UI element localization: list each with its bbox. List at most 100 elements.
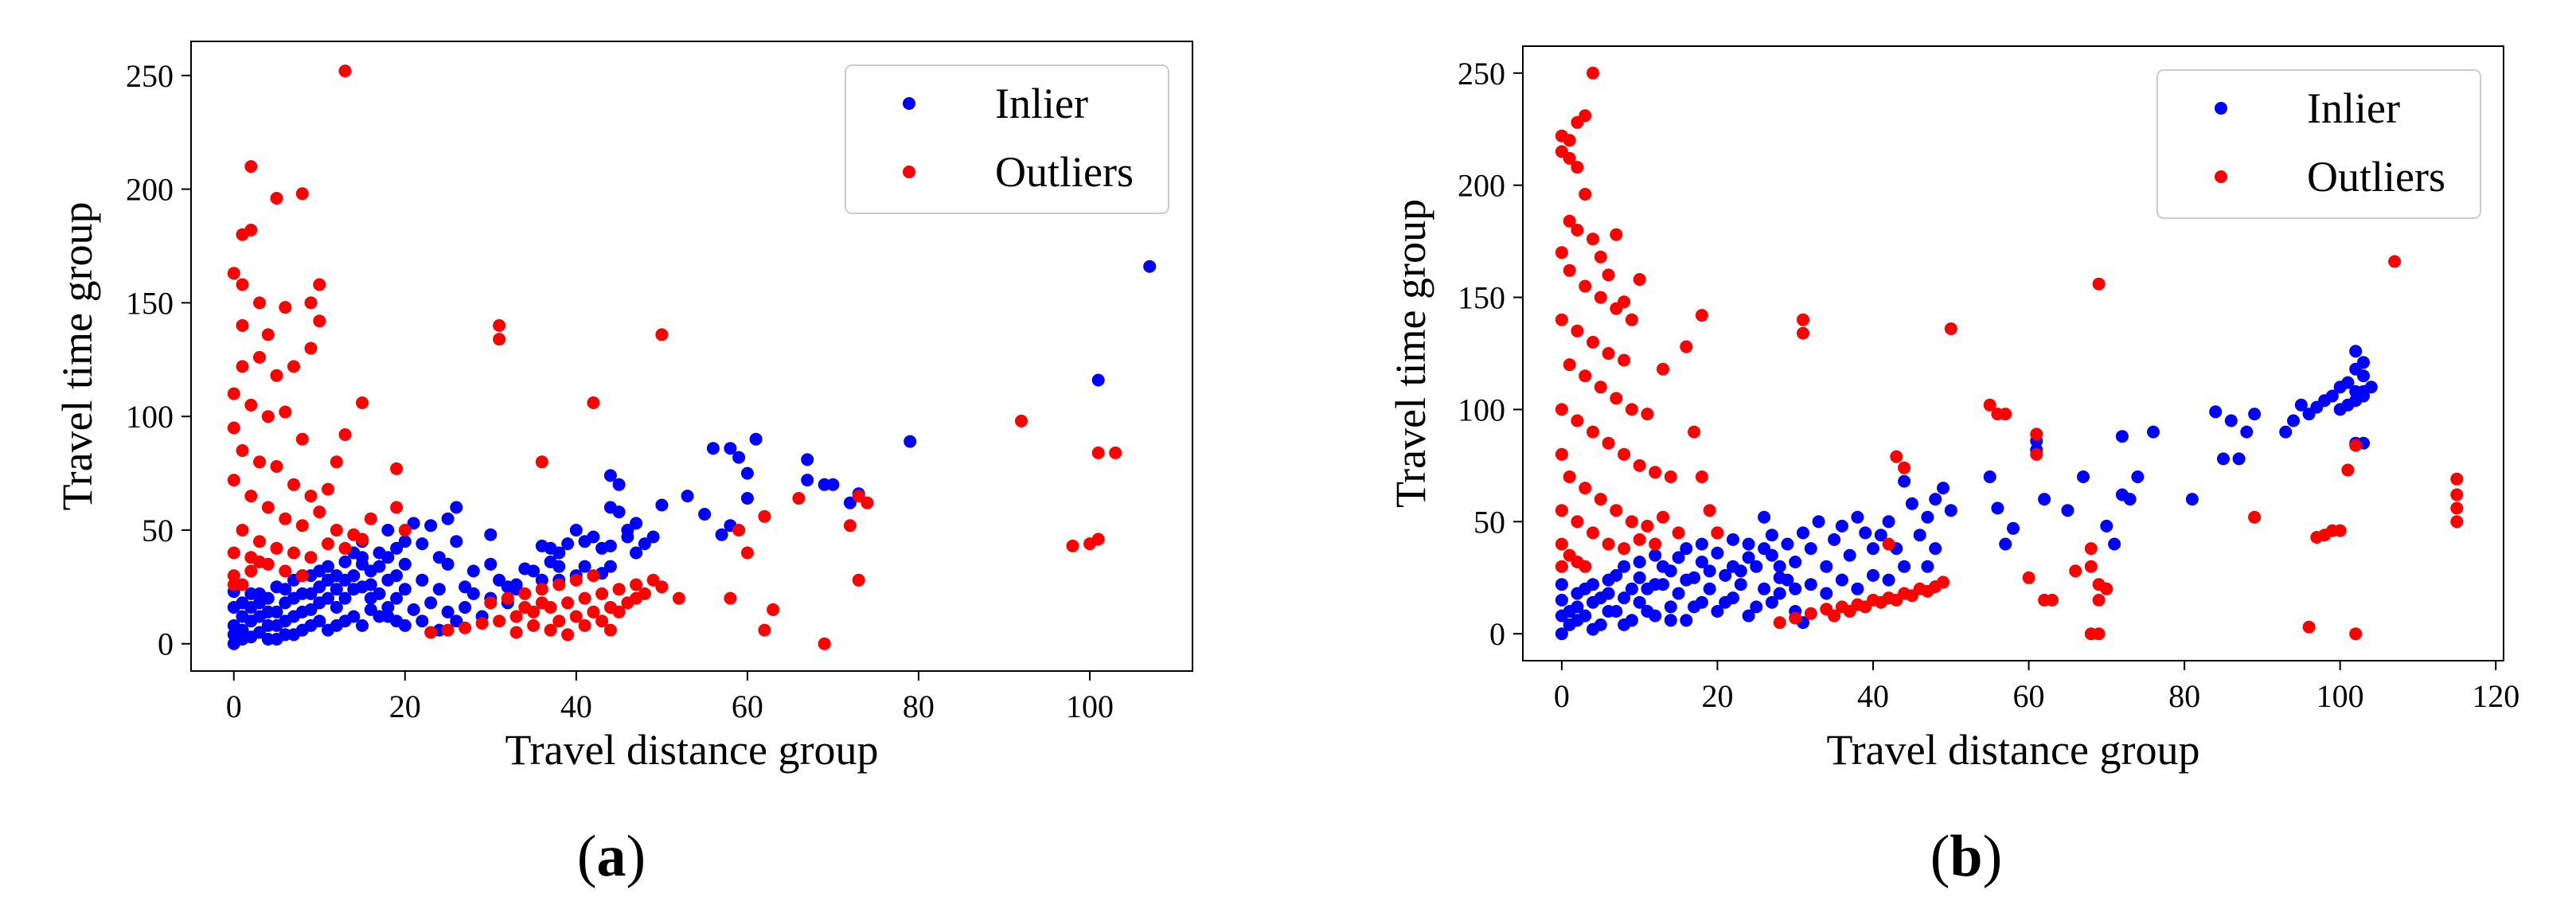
inlier-point-a [681,490,694,503]
inlier-point-a [1091,373,1105,387]
x-tick-label: 20 [1701,678,1733,714]
x-tick-label: 20 [389,689,421,724]
inlier-point-b [1898,474,1911,488]
inlier-point-a [801,453,814,466]
inlier-point-b [1734,564,1747,578]
inlier-point-a [466,587,480,600]
outliers-point-a [270,541,283,555]
outliers-point-a [1066,539,1079,552]
inlier-point-a [535,539,548,552]
outliers-point-b [2092,593,2106,607]
outliers-point-b [1555,537,1568,551]
inlier-point-a [295,605,309,618]
inlier-point-a [373,560,386,573]
outliers-point-b [2084,542,2098,556]
outliers-point-b [1563,214,1576,228]
outliers-point-b [1571,224,1584,236]
inlier-point-b [1657,560,1669,573]
outliers-point-b [1594,250,1607,263]
outliers-point-b [2349,627,2363,641]
outliers-point-a [227,578,240,591]
outliers-point-a [578,618,591,632]
inlier-point-b [2123,493,2137,506]
outliers-point-b [1633,458,1646,472]
panel-label-close-a: ) [626,824,646,889]
outliers-point-b [1882,537,1895,551]
chart-panel-b: 0 20 40 60 80 100 120 0 50 100 150 200 250 Travel d… [1387,45,2519,889]
inlier-point-a [569,524,583,537]
inlier-point-b [2232,452,2246,466]
outliers-point-b [1695,470,1708,483]
inlier-point-a [646,530,660,544]
outliers-point-a [509,610,523,623]
inlier-point-a [459,601,472,614]
outliers-point-a [758,509,771,523]
legend-label-inlier-b: Inlier [2307,84,2400,132]
inlier-point-b [1999,537,2012,551]
inlier-point-a [578,560,591,573]
legend-marker-inlier-b [2215,102,2227,115]
inlier-point-a [381,573,395,587]
inlier-point-b [1983,470,1996,483]
inlier-point-a [740,466,754,480]
inlier-point-a [356,618,369,632]
inlier-point-b [2007,521,2020,535]
inlier-point-a [432,583,446,596]
outliers-point-a [304,551,318,564]
outliers-point-b [1571,161,1584,174]
outliers-point-b [1999,408,2012,421]
outliers-point-a [630,591,643,605]
outliers-point-b [1571,324,1584,338]
outliers-point-b [1571,515,1584,529]
outliers-point-a [313,314,326,328]
plot-frame-a [190,41,1193,672]
outliers-point-b [2100,582,2113,595]
inlier-point-a [450,501,463,514]
inlier-point-b [1835,573,1848,587]
outliers-point-b [1555,246,1568,259]
inlier-point-b [1781,573,1794,587]
inlier-point-b [2209,405,2223,419]
inlier-point-b [1734,578,1747,591]
inlier-point-b [1610,568,1623,582]
outliers-point-b [2092,627,2106,641]
inlier-point-a [740,492,754,505]
outliers-point-b [1563,134,1576,147]
inlier-point-b [1555,593,1568,607]
inlier-point-b [1695,537,1708,551]
inlier-point-b [1758,510,1771,524]
outliers-point-b [2341,463,2355,477]
outliers-point-a [732,524,746,537]
panel-label-open-b: ( [1930,824,1950,889]
outliers-point-b [1602,436,1615,450]
outliers-point-a [261,410,275,423]
outliers-point-a [561,628,575,642]
inlier-point-a [270,633,283,646]
outliers-point-b [1602,347,1615,360]
panel-label-close-b: ) [1983,824,2003,889]
outliers-point-a [287,360,300,373]
inlier-point-b [1921,560,1934,573]
outliers-point-b [1649,537,1662,551]
inlier-point-b [2061,504,2074,517]
outliers-point-a [561,596,575,610]
inlier-point-a [398,557,412,571]
outliers-point-a [459,621,472,634]
legend-box-a [845,64,1169,214]
x-tick-label: 80 [2168,678,2200,714]
outliers-point-a [646,573,660,587]
outliers-point-a [587,605,600,618]
inlier-point-a [304,587,318,600]
inlier-point-b [1594,591,1607,605]
outliers-point-a [253,535,266,548]
inlier-point-a [655,498,669,512]
outliers-point-b [1657,362,1669,376]
inlier-point-a [732,451,746,464]
inlier-point-a [313,580,326,594]
y-tick-label: 150 [126,285,174,321]
inlier-point-b [1727,533,1739,546]
outliers-point-b [2388,255,2402,268]
outliers-point-b [1579,369,1592,383]
panel-label-open-a: ( [577,824,597,889]
outliers-point-a [535,583,548,596]
